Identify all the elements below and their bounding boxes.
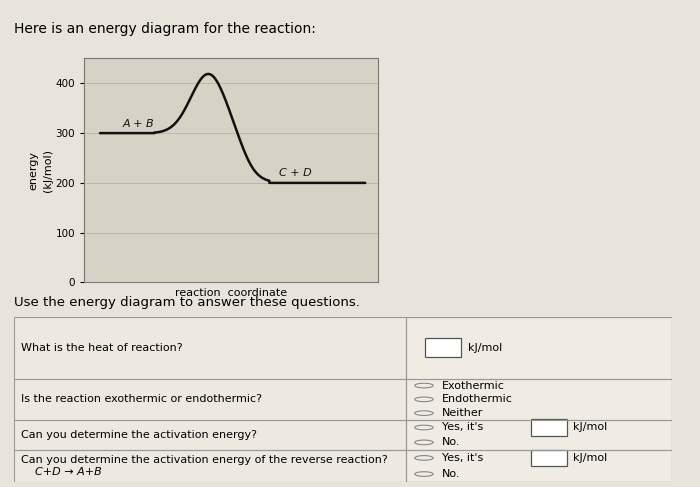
Text: Here is an energy diagram for the reaction:: Here is an energy diagram for the reacti… <box>14 22 316 36</box>
Bar <box>531 419 567 436</box>
Text: Neither: Neither <box>442 408 483 418</box>
Text: Can you determine the activation energy?: Can you determine the activation energy? <box>20 430 257 440</box>
Text: No.: No. <box>442 437 460 448</box>
Text: No.: No. <box>442 469 460 479</box>
Text: kJ/mol: kJ/mol <box>573 423 608 432</box>
Bar <box>14 379 405 420</box>
Text: kJ/mol: kJ/mol <box>573 453 608 463</box>
Text: Exothermic: Exothermic <box>442 380 505 391</box>
Bar <box>426 338 461 356</box>
Text: C + D: C + D <box>279 169 312 178</box>
Text: C+D → A+B: C+D → A+B <box>20 467 101 477</box>
Text: A + B: A + B <box>122 119 154 129</box>
Text: Endothermic: Endothermic <box>442 394 512 404</box>
Bar <box>531 450 567 466</box>
Text: What is the heat of reaction?: What is the heat of reaction? <box>20 342 182 353</box>
Text: Is the reaction exothermic or endothermic?: Is the reaction exothermic or endothermi… <box>20 394 262 404</box>
Bar <box>14 420 405 450</box>
Y-axis label: energy
(kJ/mol): energy (kJ/mol) <box>29 149 52 192</box>
Text: Can you determine the activation energy of the reverse reaction?: Can you determine the activation energy … <box>20 454 387 465</box>
Text: Use the energy diagram to answer these questions.: Use the energy diagram to answer these q… <box>14 297 360 309</box>
X-axis label: reaction  coordinate: reaction coordinate <box>175 288 287 298</box>
Bar <box>14 450 405 482</box>
Text: kJ/mol: kJ/mol <box>468 342 503 353</box>
Text: Yes, it's: Yes, it's <box>442 453 483 463</box>
Bar <box>14 317 405 379</box>
Text: Yes, it's: Yes, it's <box>442 423 483 432</box>
